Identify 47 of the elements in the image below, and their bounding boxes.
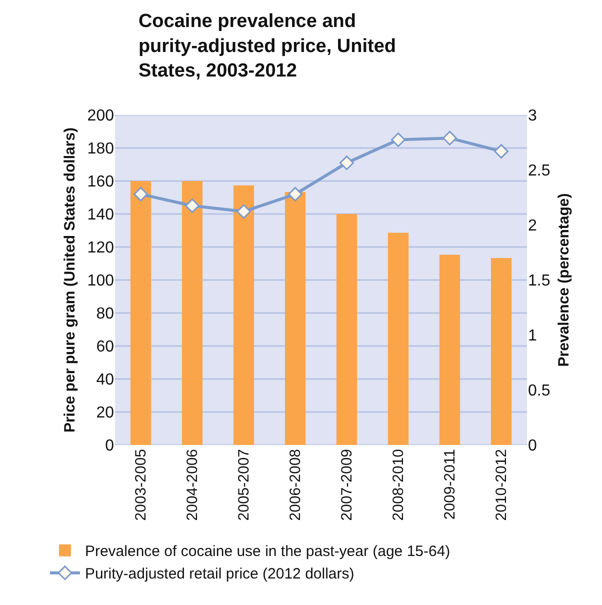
y-tick-label: 40: [96, 372, 114, 389]
y-tick-label: 60: [96, 338, 114, 356]
bar: [490, 258, 512, 445]
x-tick-label: 2004-2006: [184, 449, 202, 521]
y2-tick-label: 0: [528, 438, 537, 455]
y-tick-label: 120: [87, 240, 114, 257]
bar: [284, 192, 306, 445]
y2-axis-title: Prevalence (percentage): [555, 193, 572, 367]
y2-tick-label: 2: [528, 218, 537, 235]
y-tick-label: 20: [96, 404, 114, 422]
point: [288, 186, 302, 202]
y-tick-label: 160: [87, 174, 114, 191]
x-tick-label: 2008-2010: [390, 449, 408, 521]
y2-tick-label: 3: [528, 108, 537, 125]
point: [134, 186, 148, 202]
point: [185, 198, 200, 213]
y2-tick-label: 1.5: [528, 272, 550, 290]
chart-title: Cocaine prevalence and purity-adjusted price, United States, 2003-2012: [138, 11, 396, 82]
y-tick-label: 0: [105, 438, 114, 455]
point: [442, 130, 457, 146]
y2-tick-label: 1: [528, 328, 537, 345]
bar: [233, 185, 254, 445]
bar: [130, 181, 152, 445]
point: [340, 156, 354, 170]
y-tick-label: 200: [87, 108, 114, 125]
x-tick-label: 2006-2008: [287, 449, 304, 521]
x-tick-label: 2010-2012: [493, 449, 510, 521]
bar: [388, 232, 409, 445]
point: [494, 144, 508, 159]
x-tick-label: 2009-2011: [442, 449, 459, 520]
bar: [439, 254, 460, 445]
bar: [336, 214, 358, 445]
y-tick-label: 180: [87, 140, 114, 158]
x-tick-label: 2007-2009: [338, 449, 356, 521]
point: [391, 132, 406, 147]
y2-tick-label: 2.5: [528, 162, 550, 180]
x-tick-label: 2003-2005: [132, 449, 150, 521]
y-tick-label: 100: [87, 272, 114, 290]
y-tick-label: 140: [87, 206, 114, 224]
y-tick-label: 80: [96, 306, 114, 323]
bar: [182, 181, 203, 445]
y2-tick-label: 0.5: [528, 382, 550, 400]
y-axis-title: Price per pure gram (United States dollars): [62, 127, 79, 433]
legend-label: Purity-adjusted retail price (2012 dollars): [84, 566, 354, 583]
x-tick-label: 2005-2007: [236, 449, 253, 521]
point: [236, 204, 251, 219]
legend-label: Prevalence of cocaine use in the past-year (age 15-64): [84, 543, 450, 560]
